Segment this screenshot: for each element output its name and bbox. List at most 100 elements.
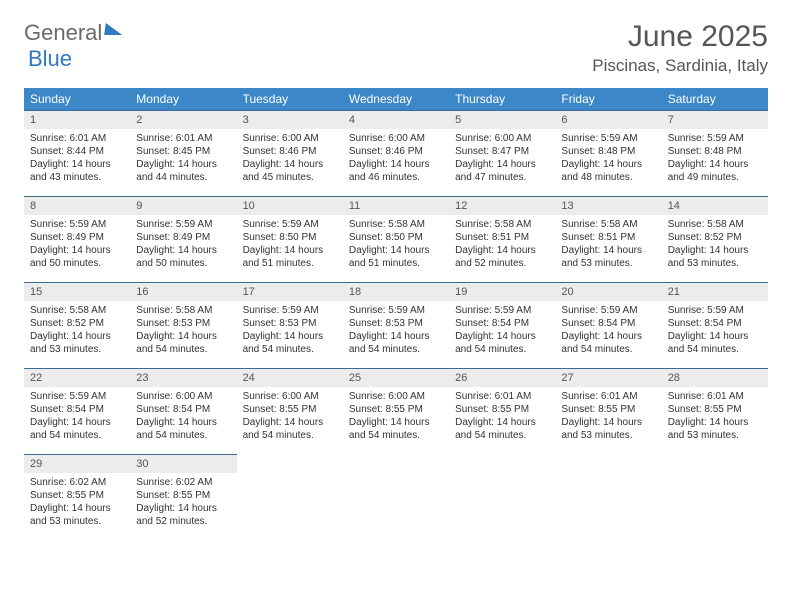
day-line-d2: and 50 minutes. [136, 257, 230, 270]
day-line-d2: and 52 minutes. [136, 515, 230, 528]
day-line-d1: Daylight: 14 hours [243, 330, 337, 343]
day-cell: 4Sunrise: 6:00 AMSunset: 8:46 PMDaylight… [343, 111, 449, 197]
day-line-ss: Sunset: 8:55 PM [30, 489, 124, 502]
day-line-d2: and 54 minutes. [349, 343, 443, 356]
day-line-d1: Daylight: 14 hours [30, 416, 124, 429]
day-line-d2: and 54 minutes. [561, 343, 655, 356]
day-line-d1: Daylight: 14 hours [455, 416, 549, 429]
day-cell: 11Sunrise: 5:58 AMSunset: 8:50 PMDayligh… [343, 197, 449, 283]
weekday-header: Tuesday [237, 88, 343, 111]
day-line-d2: and 52 minutes. [455, 257, 549, 270]
day-content: Sunrise: 5:59 AMSunset: 8:54 PMDaylight:… [662, 301, 768, 362]
day-line-d1: Daylight: 14 hours [136, 502, 230, 515]
day-line-ss: Sunset: 8:44 PM [30, 145, 124, 158]
day-cell: 18Sunrise: 5:59 AMSunset: 8:53 PMDayligh… [343, 283, 449, 369]
day-cell: 1Sunrise: 6:01 AMSunset: 8:44 PMDaylight… [24, 111, 130, 197]
day-line-d1: Daylight: 14 hours [668, 416, 762, 429]
day-content: Sunrise: 5:59 AMSunset: 8:49 PMDaylight:… [24, 215, 130, 276]
day-number: 4 [343, 111, 449, 129]
day-line-ss: Sunset: 8:55 PM [243, 403, 337, 416]
day-line-d1: Daylight: 14 hours [455, 330, 549, 343]
day-line-ss: Sunset: 8:47 PM [455, 145, 549, 158]
calendar-table: Sunday Monday Tuesday Wednesday Thursday… [24, 88, 768, 541]
weekday-header: Wednesday [343, 88, 449, 111]
day-line-d1: Daylight: 14 hours [561, 416, 655, 429]
header: General June 2025 Piscinas, Sardinia, It… [24, 20, 768, 76]
weekday-header: Monday [130, 88, 236, 111]
day-number: 21 [662, 283, 768, 301]
title-block: June 2025 Piscinas, Sardinia, Italy [592, 20, 768, 76]
day-line-d1: Daylight: 14 hours [136, 158, 230, 171]
day-cell: 12Sunrise: 5:58 AMSunset: 8:51 PMDayligh… [449, 197, 555, 283]
day-content: Sunrise: 5:59 AMSunset: 8:48 PMDaylight:… [662, 129, 768, 190]
day-line-sr: Sunrise: 5:59 AM [668, 304, 762, 317]
day-cell [237, 455, 343, 541]
day-line-d1: Daylight: 14 hours [668, 158, 762, 171]
day-line-d2: and 51 minutes. [243, 257, 337, 270]
logo-text-2: Blue [28, 46, 72, 71]
day-content: Sunrise: 5:59 AMSunset: 8:54 PMDaylight:… [449, 301, 555, 362]
day-line-ss: Sunset: 8:55 PM [136, 489, 230, 502]
day-cell: 19Sunrise: 5:59 AMSunset: 8:54 PMDayligh… [449, 283, 555, 369]
day-line-d1: Daylight: 14 hours [349, 158, 443, 171]
day-line-d1: Daylight: 14 hours [30, 502, 124, 515]
day-content: Sunrise: 6:01 AMSunset: 8:55 PMDaylight:… [449, 387, 555, 448]
day-number: 20 [555, 283, 661, 301]
day-cell: 7Sunrise: 5:59 AMSunset: 8:48 PMDaylight… [662, 111, 768, 197]
day-line-d2: and 54 minutes. [455, 343, 549, 356]
day-line-sr: Sunrise: 5:58 AM [668, 218, 762, 231]
day-line-sr: Sunrise: 6:00 AM [243, 132, 337, 145]
day-line-sr: Sunrise: 5:59 AM [668, 132, 762, 145]
day-line-sr: Sunrise: 6:00 AM [243, 390, 337, 403]
weekday-header-row: Sunday Monday Tuesday Wednesday Thursday… [24, 88, 768, 111]
day-cell: 27Sunrise: 6:01 AMSunset: 8:55 PMDayligh… [555, 369, 661, 455]
day-cell: 22Sunrise: 5:59 AMSunset: 8:54 PMDayligh… [24, 369, 130, 455]
day-line-d1: Daylight: 14 hours [349, 330, 443, 343]
day-line-sr: Sunrise: 6:00 AM [455, 132, 549, 145]
day-line-d1: Daylight: 14 hours [668, 244, 762, 257]
day-line-d1: Daylight: 14 hours [136, 244, 230, 257]
day-line-ss: Sunset: 8:54 PM [455, 317, 549, 330]
day-line-d2: and 43 minutes. [30, 171, 124, 184]
day-line-d2: and 46 minutes. [349, 171, 443, 184]
day-line-d2: and 44 minutes. [136, 171, 230, 184]
day-line-ss: Sunset: 8:48 PM [668, 145, 762, 158]
day-number: 15 [24, 283, 130, 301]
day-number: 9 [130, 197, 236, 215]
day-number: 6 [555, 111, 661, 129]
day-content: Sunrise: 6:01 AMSunset: 8:45 PMDaylight:… [130, 129, 236, 190]
day-cell: 14Sunrise: 5:58 AMSunset: 8:52 PMDayligh… [662, 197, 768, 283]
day-content: Sunrise: 6:01 AMSunset: 8:55 PMDaylight:… [662, 387, 768, 448]
day-cell: 5 Sunrise: 6:00 AMSunset: 8:47 PMDaylight… [449, 111, 555, 197]
week-row: 1Sunrise: 6:01 AMSunset: 8:44 PMDaylight… [24, 111, 768, 197]
day-cell: 30Sunrise: 6:02 AMSunset: 8:55 PMDayligh… [130, 455, 236, 541]
day-cell: 9Sunrise: 5:59 AMSunset: 8:49 PMDaylight… [130, 197, 236, 283]
day-number: 14 [662, 197, 768, 215]
day-line-sr: Sunrise: 6:01 AM [30, 132, 124, 145]
day-cell [449, 455, 555, 541]
day-number: 26 [449, 369, 555, 387]
day-number: 23 [130, 369, 236, 387]
day-content: Sunrise: 6:01 AMSunset: 8:55 PMDaylight:… [555, 387, 661, 448]
logo-flag-icon [104, 23, 124, 35]
day-number: 8 [24, 197, 130, 215]
day-line-d1: Daylight: 14 hours [243, 244, 337, 257]
day-line-ss: Sunset: 8:50 PM [243, 231, 337, 244]
day-content: Sunrise: 6:02 AMSunset: 8:55 PMDaylight:… [24, 473, 130, 534]
day-line-sr: Sunrise: 6:02 AM [136, 476, 230, 489]
day-cell: 3Sunrise: 6:00 AMSunset: 8:46 PMDaylight… [237, 111, 343, 197]
day-number: 5 [449, 111, 555, 129]
day-cell [555, 455, 661, 541]
day-number: 24 [237, 369, 343, 387]
day-line-ss: Sunset: 8:55 PM [349, 403, 443, 416]
day-cell: 24Sunrise: 6:00 AMSunset: 8:55 PMDayligh… [237, 369, 343, 455]
week-row: 22Sunrise: 5:59 AMSunset: 8:54 PMDayligh… [24, 369, 768, 455]
day-line-d1: Daylight: 14 hours [561, 158, 655, 171]
day-line-sr: Sunrise: 5:59 AM [30, 218, 124, 231]
day-line-d2: and 53 minutes. [668, 257, 762, 270]
day-line-d2: and 53 minutes. [30, 343, 124, 356]
day-line-d1: Daylight: 14 hours [455, 158, 549, 171]
day-cell: 25Sunrise: 6:00 AMSunset: 8:55 PMDayligh… [343, 369, 449, 455]
day-content: Sunrise: 6:00 AMSunset: 8:46 PMDaylight:… [343, 129, 449, 190]
day-cell: 28Sunrise: 6:01 AMSunset: 8:55 PMDayligh… [662, 369, 768, 455]
